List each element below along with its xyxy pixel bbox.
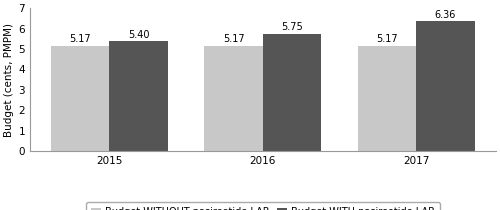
- Y-axis label: Budget (cents, PMPM): Budget (cents, PMPM): [4, 23, 14, 137]
- Text: 6.36: 6.36: [435, 10, 456, 20]
- Text: 5.40: 5.40: [128, 30, 149, 40]
- Text: 5.75: 5.75: [281, 22, 303, 33]
- Text: 5.17: 5.17: [376, 34, 398, 44]
- Bar: [416, 21, 474, 151]
- Text: 5.17: 5.17: [223, 34, 244, 44]
- Text: 5.17: 5.17: [70, 34, 91, 44]
- Legend: Budget WITHOUT pasireotide LAR, Budget WITH pasireotide LAR: Budget WITHOUT pasireotide LAR, Budget W…: [86, 202, 440, 210]
- Bar: [110, 41, 168, 151]
- Bar: [358, 46, 416, 151]
- Bar: [263, 34, 321, 151]
- Bar: [51, 46, 110, 151]
- Bar: [204, 46, 263, 151]
